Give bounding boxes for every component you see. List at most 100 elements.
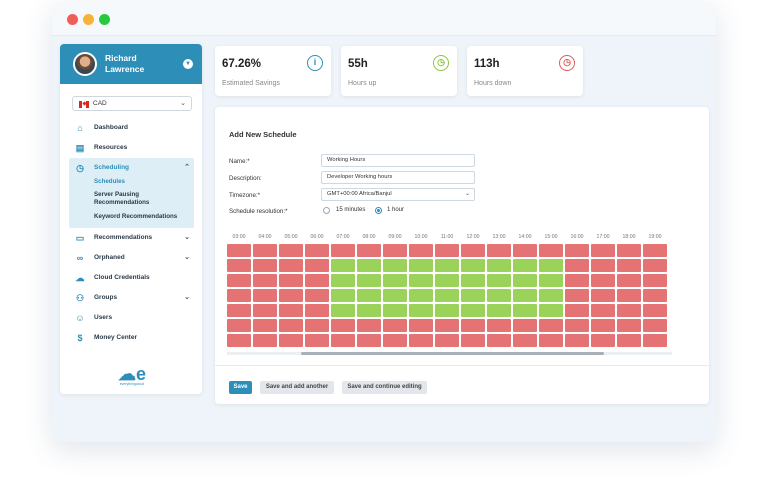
schedule-cell-up[interactable] [331, 259, 355, 272]
schedule-cell-down[interactable] [617, 304, 641, 317]
save-continue-editing-button[interactable]: Save and continue editing [342, 381, 427, 394]
schedule-cell-down[interactable] [565, 259, 589, 272]
schedule-cell-down[interactable] [513, 334, 537, 347]
schedule-cell-down[interactable] [253, 289, 277, 302]
schedule-cell-down[interactable] [279, 304, 303, 317]
schedule-cell-down[interactable] [617, 319, 641, 332]
schedule-cell-down[interactable] [643, 274, 667, 287]
schedule-cell-down[interactable] [383, 334, 407, 347]
schedule-cell-down[interactable] [643, 244, 667, 257]
schedule-cell-down[interactable] [539, 244, 563, 257]
schedule-cell-down[interactable] [253, 319, 277, 332]
schedule-cell-down[interactable] [383, 244, 407, 257]
resolution-1hour-label[interactable]: 1 hour [387, 207, 405, 213]
schedule-cell-up[interactable] [331, 304, 355, 317]
timezone-select[interactable]: GMT+00:00 Africa/Banjul ⌄ [321, 188, 475, 201]
schedule-cell-down[interactable] [305, 319, 329, 332]
sidebar-item-recommendations[interactable]: ▭ Recommendations ⌄ [60, 228, 202, 248]
sidebar-item-groups[interactable]: ⚇ Groups ⌄ [60, 288, 202, 308]
schedule-cell-down[interactable] [383, 319, 407, 332]
schedule-cell-up[interactable] [331, 274, 355, 287]
schedule-cell-down[interactable] [565, 289, 589, 302]
currency-select[interactable]: CAD ⌄ [72, 96, 192, 111]
schedule-cell-down[interactable] [409, 334, 433, 347]
resolution-15min-label[interactable]: 15 minutes [336, 207, 366, 213]
schedule-cell-up[interactable] [409, 274, 433, 287]
chevron-down-icon[interactable]: ▼ [183, 59, 193, 69]
schedule-cell-down[interactable] [591, 304, 615, 317]
schedule-cell-down[interactable] [227, 289, 251, 302]
schedule-cell-up[interactable] [539, 274, 563, 287]
schedule-cell-up[interactable] [539, 304, 563, 317]
schedule-cell-down[interactable] [591, 289, 615, 302]
schedule-cell-up[interactable] [331, 289, 355, 302]
schedule-cell-down[interactable] [565, 319, 589, 332]
schedule-cell-up[interactable] [513, 274, 537, 287]
schedule-cell-up[interactable] [513, 289, 537, 302]
schedule-cell-down[interactable] [487, 244, 511, 257]
schedule-cell-down[interactable] [435, 334, 459, 347]
schedule-cell-up[interactable] [409, 304, 433, 317]
schedule-cell-up[interactable] [383, 259, 407, 272]
schedule-cell-down[interactable] [227, 334, 251, 347]
schedule-cell-up[interactable] [461, 259, 485, 272]
schedule-cell-down[interactable] [227, 274, 251, 287]
schedule-cell-down[interactable] [279, 244, 303, 257]
schedule-cell-up[interactable] [487, 289, 511, 302]
schedule-cell-down[interactable] [643, 259, 667, 272]
schedule-cell-up[interactable] [461, 274, 485, 287]
maximize-window-button[interactable] [99, 14, 110, 25]
schedule-cell-down[interactable] [357, 334, 381, 347]
sidebar-item-orphaned[interactable]: ∞ Orphaned ⌄ [60, 248, 202, 268]
schedule-cell-down[interactable] [435, 244, 459, 257]
schedule-cell-down[interactable] [643, 304, 667, 317]
schedule-cell-up[interactable] [435, 274, 459, 287]
schedule-cell-up[interactable] [357, 289, 381, 302]
sidebar-item-scheduling[interactable]: ◷ Scheduling ⌃ [69, 158, 194, 176]
schedule-cell-down[interactable] [279, 259, 303, 272]
schedule-cell-down[interactable] [409, 319, 433, 332]
schedule-cell-up[interactable] [409, 289, 433, 302]
schedule-cell-down[interactable] [253, 334, 277, 347]
schedule-cell-down[interactable] [331, 334, 355, 347]
schedule-cell-down[interactable] [487, 334, 511, 347]
schedule-cell-down[interactable] [279, 274, 303, 287]
schedule-cell-down[interactable] [565, 304, 589, 317]
schedule-cell-down[interactable] [253, 259, 277, 272]
scrollbar-thumb[interactable] [301, 352, 604, 355]
schedule-cell-down[interactable] [331, 244, 355, 257]
minimize-window-button[interactable] [83, 14, 94, 25]
schedule-cell-down[interactable] [305, 274, 329, 287]
sidebar-subitem-schedules[interactable]: Schedules [94, 178, 125, 185]
sidebar-item-resources[interactable]: ▤ Resources [60, 138, 202, 158]
schedule-cell-down[interactable] [227, 304, 251, 317]
close-window-button[interactable] [67, 14, 78, 25]
schedule-cell-down[interactable] [591, 259, 615, 272]
schedule-cell-down[interactable] [643, 289, 667, 302]
schedule-cell-down[interactable] [513, 244, 537, 257]
schedule-cell-down[interactable] [227, 319, 251, 332]
schedule-cell-down[interactable] [539, 319, 563, 332]
schedule-cell-down[interactable] [435, 319, 459, 332]
schedule-cell-down[interactable] [617, 334, 641, 347]
sidebar-subitem-server-pausing[interactable]: Server Pausing Recommendations [94, 191, 150, 206]
schedule-cell-up[interactable] [487, 274, 511, 287]
horizontal-scrollbar[interactable] [227, 352, 672, 355]
schedule-cell-down[interactable] [565, 244, 589, 257]
schedule-cell-up[interactable] [409, 259, 433, 272]
schedule-cell-down[interactable] [539, 334, 563, 347]
description-field[interactable]: Developer Working hours [321, 171, 475, 184]
schedule-cell-down[interactable] [487, 319, 511, 332]
schedule-cell-up[interactable] [487, 259, 511, 272]
schedule-cell-down[interactable] [461, 334, 485, 347]
schedule-cell-down[interactable] [565, 334, 589, 347]
sidebar-item-users[interactable]: ☺ Users [60, 308, 202, 328]
sidebar-item-cloud-credentials[interactable]: ☁ Cloud Credentials [60, 268, 202, 288]
schedule-cell-up[interactable] [435, 304, 459, 317]
save-add-another-button[interactable]: Save and add another [260, 381, 334, 394]
schedule-cell-down[interactable] [565, 274, 589, 287]
schedule-cell-up[interactable] [383, 304, 407, 317]
schedule-cell-down[interactable] [305, 304, 329, 317]
sidebar-item-dashboard[interactable]: ⌂ Dashboard [60, 118, 202, 138]
schedule-cell-down[interactable] [253, 274, 277, 287]
